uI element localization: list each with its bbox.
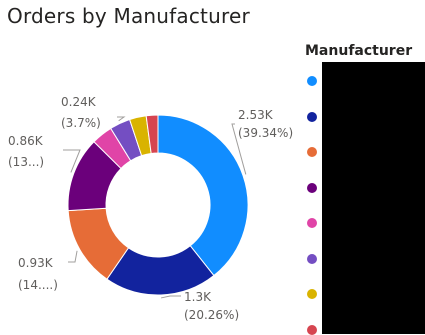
data-label-percent-4: (13...) <box>8 155 44 169</box>
legend-marker-3[interactable] <box>307 147 317 157</box>
leader-line-6 <box>117 116 126 122</box>
data-label-percent-3: (14....) <box>18 278 58 292</box>
leaders-layer <box>63 116 247 299</box>
data-label-value-2: 1.3K <box>184 290 212 304</box>
data-label-percent-6: (3.7%) <box>61 116 101 130</box>
legend-marker-5[interactable] <box>307 218 317 228</box>
donut-slice-1[interactable] <box>157 114 249 277</box>
legend-marker-4[interactable] <box>307 182 317 193</box>
legend-marker-7[interactable] <box>307 289 317 299</box>
data-label-value-6: 0.24K <box>61 95 97 109</box>
leader-line-4 <box>63 149 81 173</box>
legend-marker-6[interactable] <box>307 253 317 264</box>
data-label-percent-1: (39.34%) <box>238 126 293 140</box>
leader-line-2 <box>160 295 181 299</box>
legend-marker-2[interactable] <box>307 111 317 122</box>
data-label-percent-2: (20.26%) <box>184 308 239 322</box>
data-label-value-4: 0.86K <box>8 134 44 148</box>
data-label-value-3: 0.93K <box>18 256 54 270</box>
slices-layer <box>67 114 249 296</box>
leader-line-3 <box>68 250 78 263</box>
legend-marker-1[interactable] <box>307 76 317 86</box>
legend-marker-8[interactable] <box>307 324 317 335</box>
data-label-value-1: 2.53K <box>238 108 274 122</box>
labels-layer: 2.53K (39.34%) 1.3K (20.26%) 0.93K (14....) 0.… <box>8 95 293 322</box>
chart-title: Orders by Manufacturer <box>7 4 250 28</box>
leader-line-1 <box>231 123 247 175</box>
legend-labels-redaction <box>322 62 425 334</box>
legend-title: Manufacturer <box>305 43 413 59</box>
donut-slice-8[interactable] <box>145 114 159 155</box>
